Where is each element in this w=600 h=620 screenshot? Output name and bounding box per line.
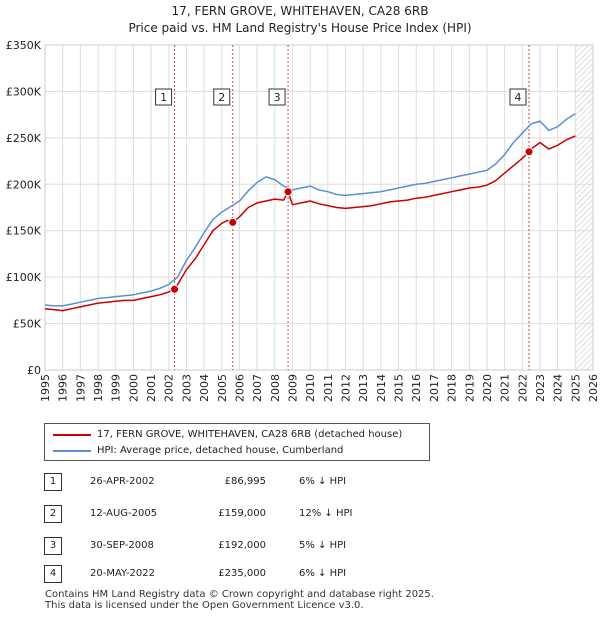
x-tick-label: 2007 [251,374,264,402]
sale-point [283,187,293,197]
row-hpi: 6% ↓ HPI [299,476,347,487]
row-price: £235,000 [218,568,266,579]
row-date: 20-MAY-2022 [90,568,156,579]
row-number: 2 [44,505,62,523]
row-price: £159,000 [218,508,266,519]
x-tick-label: 1999 [110,374,123,402]
plot-border [44,44,594,371]
x-tick-label: 2014 [375,374,388,402]
x-tick-label: 1997 [74,374,87,402]
x-tick-label: 2009 [286,374,299,402]
x-tick-label: 2001 [145,374,158,402]
row-hpi: 6% ↓ HPI [299,568,347,579]
x-tick-label: 2002 [163,374,176,402]
row-price: £192,000 [218,540,266,551]
plot-area [45,45,593,370]
y-tick-label: £50K [13,318,42,331]
y-tick-label: £350K [6,39,42,52]
row-date: 26-APR-2002 [90,476,155,487]
sale-number-box [155,88,173,106]
x-tick-label: 2000 [127,374,140,402]
x-tick-label: 2010 [304,374,317,402]
x-tick-label: 2011 [322,374,335,402]
x-tick-label: 2019 [463,374,476,402]
x-tick-label: 2005 [216,374,229,402]
sale-number-box [268,88,286,106]
row-number: 4 [44,565,62,583]
chart-subtitle: Price paid vs. HM Land Registry's House … [128,21,471,35]
x-tick-label: 2026 [587,374,600,402]
x-tick-label: 2021 [499,374,512,402]
row-hpi: 5% ↓ HPI [299,540,347,551]
row-hpi: 12% ↓ HPI [299,508,353,519]
hpi-line [44,113,576,307]
x-tick-label: 2016 [410,374,423,402]
legend-line-red [53,434,91,436]
legend-line-blue [53,450,91,452]
sale-number-label: 1 [160,91,167,104]
sale-number-box [509,88,527,106]
x-tick-label: 2018 [446,374,459,402]
y-tick-label: £0 [27,364,41,377]
x-tick-label: 2017 [428,374,441,402]
x-tick-label: 2012 [340,374,353,402]
row-number: 1 [44,473,62,491]
x-tick-label: 2003 [180,374,193,402]
y-tick-label: £100K [6,271,42,284]
x-tick-label: 2020 [481,374,494,402]
x-tick-label: 2004 [198,374,211,402]
sale-point [170,284,180,294]
x-tick-label: 2025 [569,374,582,402]
x-tick-label: 2015 [393,374,406,402]
chart-legend: 17, FERN GROVE, WHITEHAVEN, CA28 6RB (de… [44,423,430,461]
y-tick-label: £300K [6,85,42,98]
row-date: 12-AUG-2005 [90,508,158,519]
x-tick-label: 1996 [57,374,70,402]
property-price-line [44,135,576,312]
x-tick-label: 2013 [357,374,370,402]
sale-point [524,147,534,157]
sale-number-label: 3 [274,91,281,104]
x-tick-label: 1998 [92,374,105,402]
sale-number-box [213,88,231,106]
x-tick-label: 2008 [269,374,282,402]
x-tick-label: 1995 [39,374,52,402]
y-tick-label: £200K [6,178,42,191]
footer-licence: This data is licensed under the Open Gov… [45,600,364,611]
legend-label-hpi: HPI: Average price, detached house, Cumb… [97,445,344,456]
row-number: 3 [44,537,62,555]
footer: Contains HM Land Registry data © Crown c… [45,589,434,611]
chart-title: 17, FERN GROVE, WHITEHAVEN, CA28 6RB [172,4,429,18]
x-tick-label: 2022 [516,374,529,402]
forecast-region [575,45,593,370]
legend-label-property: 17, FERN GROVE, WHITEHAVEN, CA28 6RB (de… [97,429,403,440]
row-date: 30-SEP-2008 [90,540,154,551]
sale-number-label: 2 [218,91,225,104]
footer-copyright: Contains HM Land Registry data © Crown c… [45,589,434,600]
row-price: £86,995 [224,476,266,487]
y-tick-label: £150K [6,225,42,238]
price-chart: 17, FERN GROVE, WHITEHAVEN, CA28 6RB Pri… [6,4,600,402]
sale-point [228,217,238,227]
y-tick-label: £250K [6,132,42,145]
x-tick-label: 2006 [233,374,246,402]
x-tick-label: 2024 [552,374,565,402]
sale-number-label: 4 [515,91,522,104]
x-tick-label: 2023 [534,374,547,402]
